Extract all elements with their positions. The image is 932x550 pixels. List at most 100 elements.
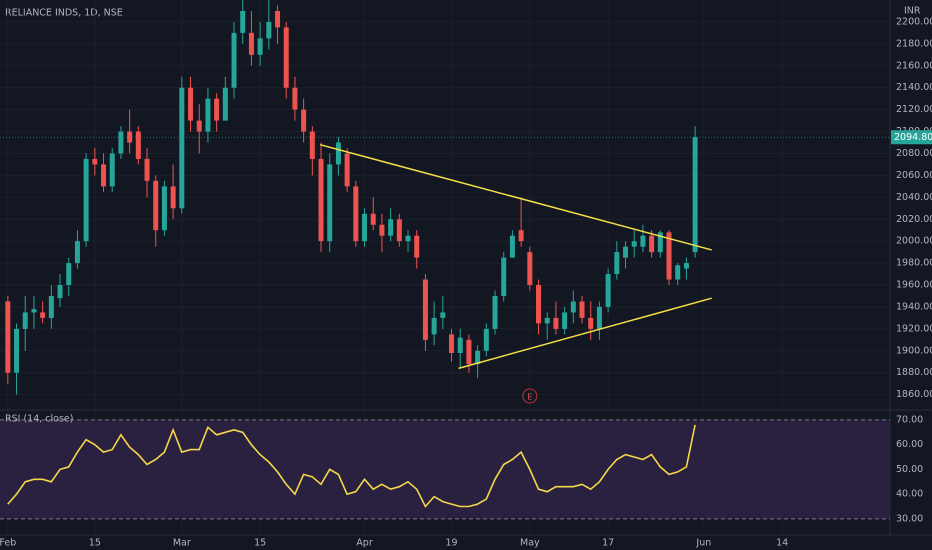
candle-body <box>257 38 263 55</box>
chart-title: RELIANCE INDS, 1D, NSE <box>5 8 123 19</box>
candle-body <box>248 32 254 55</box>
candle-body <box>449 334 455 353</box>
rsi-title: RSI (14, close) <box>5 414 73 425</box>
x-tick-label: 17 <box>602 538 614 549</box>
y-tick-label: 2180.00 <box>896 38 932 49</box>
candle-body <box>614 252 620 275</box>
candle-body <box>553 317 559 329</box>
candle-body <box>74 241 80 264</box>
last-price-label: 2094.80 <box>894 132 932 143</box>
candle-body <box>579 301 585 318</box>
candle-body <box>101 164 107 187</box>
candle-body <box>14 328 20 373</box>
candle-body <box>240 10 246 33</box>
candle-body <box>631 241 637 247</box>
candle-body <box>266 21 272 39</box>
y-tick-label: 2020.00 <box>896 214 932 225</box>
candle-body <box>466 339 472 364</box>
earnings-marker <box>522 388 538 404</box>
y-tick-label: 2200.00 <box>896 16 932 27</box>
candle-body <box>40 312 46 318</box>
candle-body <box>562 312 568 329</box>
candle-body <box>57 285 63 299</box>
rsi-tick-label: 60.00 <box>896 439 923 450</box>
candle-body <box>48 295 54 318</box>
candle-body <box>501 257 507 296</box>
candle-body <box>327 164 333 242</box>
rsi-tick-label: 30.00 <box>896 513 923 524</box>
x-tick-label: 14 <box>776 538 788 549</box>
x-tick-label: Jun <box>695 538 711 549</box>
candle-body <box>509 235 515 258</box>
candle-body <box>657 232 663 253</box>
candle-body <box>275 10 281 28</box>
candle-body <box>370 213 376 225</box>
y-tick-label: 2060.00 <box>896 170 932 181</box>
candle-body <box>536 285 542 324</box>
candle-body <box>301 109 307 132</box>
candle-body <box>396 219 402 242</box>
earnings-label: E <box>527 393 532 402</box>
candle-body <box>605 274 611 307</box>
y-tick-label: 1960.00 <box>896 280 932 291</box>
candle-body <box>127 131 133 143</box>
candle-body <box>457 337 463 353</box>
x-tick-label: Apr <box>356 538 373 549</box>
candle-body <box>440 312 446 318</box>
candle-body <box>344 153 350 187</box>
last-price-tag <box>891 130 932 145</box>
candle-body <box>405 235 411 242</box>
y-tick-label: 1880.00 <box>896 367 932 378</box>
rsi-tick-label: 40.00 <box>896 489 923 500</box>
candle-body <box>666 232 672 280</box>
candle-body <box>83 158 89 242</box>
candle-body <box>388 219 394 236</box>
candle-body <box>196 120 202 132</box>
candle-body <box>414 235 420 258</box>
x-tick-label: Feb <box>0 538 16 549</box>
candle-body <box>179 87 185 209</box>
y-tick-label: 2160.00 <box>896 60 932 71</box>
candle-body <box>222 87 228 121</box>
candle-body <box>362 213 368 242</box>
rsi-tick-label: 70.00 <box>896 414 923 425</box>
candle-body <box>692 137 698 253</box>
candle-body <box>292 87 298 110</box>
candle-body <box>66 263 72 286</box>
candle-body <box>22 312 28 329</box>
x-tick-label: May <box>520 538 540 549</box>
x-tick-label: 15 <box>254 538 266 549</box>
candle-body <box>92 158 98 165</box>
candle-body <box>518 230 524 242</box>
y-tick-label: 1980.00 <box>896 258 932 269</box>
candle-body <box>5 301 11 373</box>
candle-body <box>335 142 341 165</box>
candle-body <box>483 328 489 351</box>
candle-body <box>623 246 629 258</box>
candle-body <box>188 87 194 121</box>
candle-body <box>153 180 159 231</box>
candle-body <box>109 153 115 187</box>
candle-body <box>309 131 315 159</box>
candle-body <box>231 32 237 88</box>
candle-body <box>527 252 533 286</box>
candle-body <box>353 186 359 242</box>
y-tick-label: 1920.00 <box>896 323 932 334</box>
candle-body <box>649 235 655 253</box>
x-tick-label: 19 <box>445 538 457 549</box>
y-tick-label: 2000.00 <box>896 236 932 247</box>
rsi-tick-label: 50.00 <box>896 464 923 475</box>
candle-body <box>640 235 646 247</box>
candle-body <box>683 263 689 269</box>
y-tick-label: 2140.00 <box>896 82 932 93</box>
y-tick-label: 1900.00 <box>896 345 932 356</box>
rsi-band <box>0 419 890 519</box>
trendline <box>458 297 712 370</box>
candle-body <box>118 131 124 154</box>
candle-body <box>379 224 385 236</box>
candle-body <box>283 27 289 88</box>
candle-body <box>318 158 324 242</box>
candle-body <box>588 317 594 329</box>
candle-body <box>205 98 211 132</box>
